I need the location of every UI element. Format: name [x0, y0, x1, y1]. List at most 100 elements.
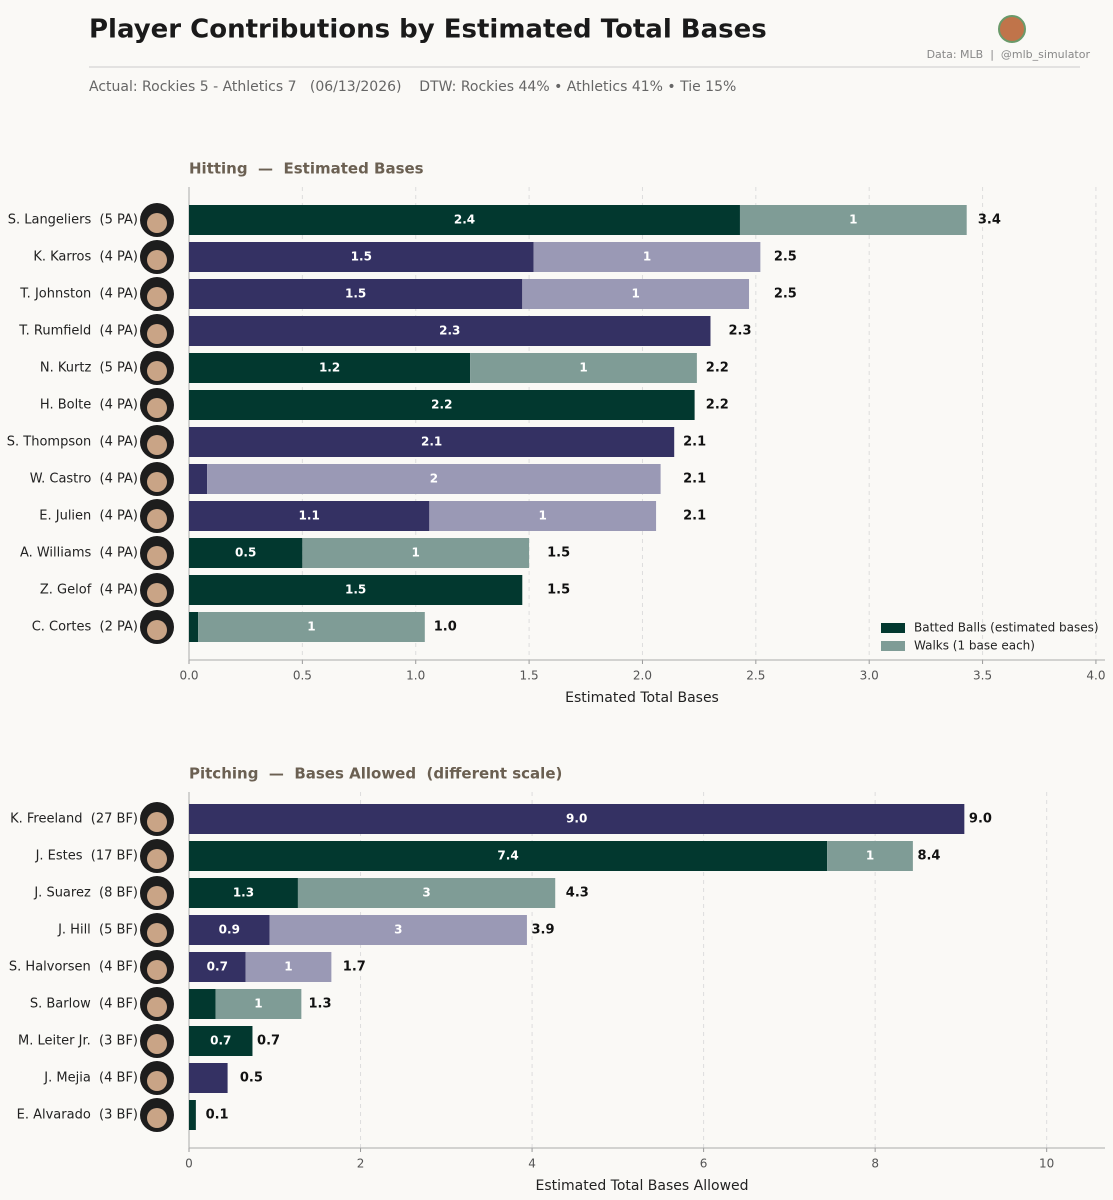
segment-label: 2.3 [439, 324, 460, 338]
bar-segment [827, 841, 913, 871]
bar-segment [189, 390, 695, 420]
bar-segment [189, 279, 523, 309]
segment-label: 0.7 [207, 960, 228, 974]
headshot-face [147, 250, 167, 270]
total-label: 1.0 [434, 620, 457, 635]
total-label: 3.9 [531, 923, 554, 938]
segment-label: 7.4 [497, 849, 518, 863]
bar-segment [189, 316, 711, 346]
bar-segment [269, 915, 527, 945]
x-tick-label: 10 [1039, 1157, 1054, 1171]
row-label: J. Mejia (4 BF) [43, 1071, 138, 1086]
segment-label: 0.7 [210, 1034, 231, 1048]
bar-segment [189, 1100, 196, 1130]
x-tick-label: 3.5 [973, 669, 992, 683]
bar-segment [522, 279, 750, 309]
segment-label: 1.5 [345, 287, 366, 301]
headshot-face [147, 886, 167, 906]
bar-segment [739, 205, 967, 235]
row-label: J. Suarez (8 BF) [33, 886, 138, 901]
total-label: 1.3 [308, 997, 331, 1012]
x-tick-label: 0 [185, 1157, 193, 1171]
bar-segment [207, 464, 661, 494]
headshot-face [147, 472, 167, 492]
headshot-face [147, 960, 167, 980]
bar-segment [215, 989, 302, 1019]
headshot-face [147, 213, 167, 233]
bar-segment [245, 952, 332, 982]
legend-label: Batted Balls (estimated bases) [914, 621, 1099, 635]
total-label: 2.3 [728, 324, 751, 339]
segment-label: 1 [307, 620, 315, 634]
total-label: 0.7 [257, 1034, 280, 1049]
source: Data: MLB | @mlb_simulator [927, 48, 1091, 61]
headshot-face [147, 509, 167, 529]
row-label: K. Freeland (27 BF) [10, 812, 138, 827]
total-label: 8.4 [917, 849, 940, 864]
bar-segment [429, 501, 657, 531]
bar-segment [189, 952, 246, 982]
x-tick-label: 0.0 [179, 669, 198, 683]
row-label: T. Rumfield (4 PA) [18, 324, 138, 339]
headshot-face [147, 1071, 167, 1091]
total-label: 0.5 [240, 1071, 263, 1086]
x-tick-label: 2.5 [746, 669, 765, 683]
bar-segment [189, 427, 675, 457]
segment-label: 1.3 [233, 886, 254, 900]
row-label: W. Castro (4 PA) [30, 472, 138, 487]
segment-label: 1 [284, 960, 292, 974]
bar-segment [198, 612, 425, 642]
bar-segment [189, 1026, 253, 1056]
total-label: 3.4 [978, 213, 1001, 228]
segment-label: 1.1 [299, 509, 320, 523]
x-tick-label: 3.0 [860, 669, 879, 683]
total-label: 2.5 [774, 287, 797, 302]
headshot-face [147, 620, 167, 640]
segment-label: 3 [422, 886, 430, 900]
headshot-face [147, 287, 167, 307]
bar-segment [189, 989, 216, 1019]
segment-label: 2.4 [454, 213, 475, 227]
row-label: S. Thompson (4 PA) [7, 435, 138, 450]
bar-segment [189, 538, 303, 568]
row-label: K. Karros (4 PA) [33, 250, 138, 265]
row-label: H. Bolte (4 PA) [40, 398, 138, 413]
row-label: J. Hill (5 BF) [57, 923, 138, 938]
total-label: 1.5 [547, 546, 570, 561]
x-tick-label: 2.0 [633, 669, 652, 683]
bar-segment [189, 353, 471, 383]
bar-segment [189, 841, 828, 871]
row-label: S. Langeliers (5 PA) [8, 213, 138, 228]
x-tick-label: 6 [700, 1157, 708, 1171]
total-label: 4.3 [566, 886, 589, 901]
x-tick-label: 4 [528, 1157, 536, 1171]
headshot-face [147, 812, 167, 832]
x-tick-label: 1.0 [406, 669, 425, 683]
headshot-face [147, 997, 167, 1017]
x-tick-label: 1.5 [520, 669, 539, 683]
page-title: Player Contributions by Estimated Total … [89, 15, 767, 45]
bar-segment [189, 1063, 228, 1093]
row-label: E. Julien (4 PA) [39, 509, 138, 524]
segment-label: 9.0 [566, 812, 587, 826]
chart-title: Hitting — Estimated Bases [189, 160, 424, 178]
x-tick-label: 4.0 [1086, 669, 1105, 683]
headshot-face [147, 1108, 167, 1128]
segment-label: 2 [430, 472, 438, 486]
bar-segment [189, 915, 270, 945]
row-label: T. Johnston (4 PA) [19, 287, 138, 302]
headshot-face [147, 435, 167, 455]
segment-label: 1.2 [319, 361, 340, 375]
segment-label: 2.2 [431, 398, 452, 412]
segment-label: 0.5 [235, 546, 256, 560]
chart-title: Pitching — Bases Allowed (different scal… [189, 765, 562, 783]
segment-label: 1 [643, 250, 651, 264]
bar-segment [189, 242, 534, 272]
x-tick-label: 2 [357, 1157, 365, 1171]
row-label: E. Alvarado (3 BF) [17, 1108, 138, 1123]
total-label: 2.1 [683, 435, 706, 450]
total-label: 2.2 [706, 398, 729, 413]
headshot-face [147, 583, 167, 603]
bar-segment [189, 575, 523, 605]
